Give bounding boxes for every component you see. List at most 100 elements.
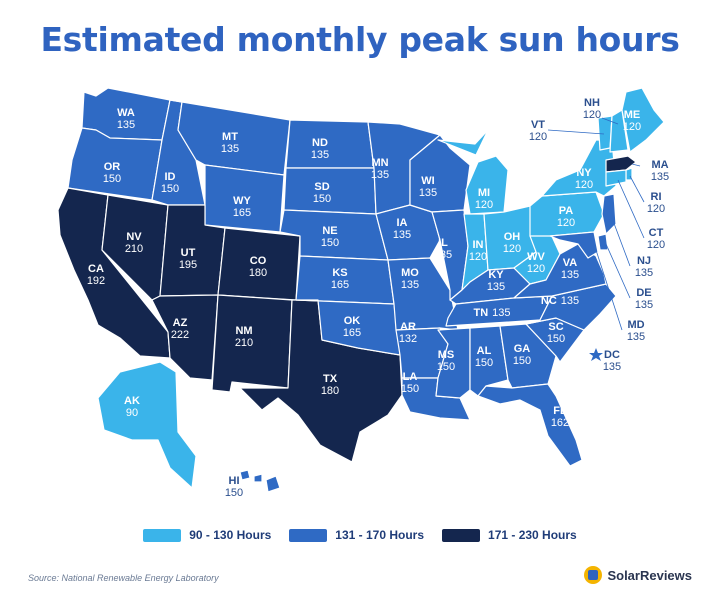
label-DC-value: 135	[603, 361, 621, 373]
sun-logo-icon	[584, 566, 603, 584]
label-HI-value: 150	[225, 487, 243, 499]
brand-name: SolarReviews	[607, 567, 692, 583]
legend-label-mid: 131 - 170 Hours	[335, 528, 425, 542]
label-SD-value: 150	[313, 193, 331, 205]
label-DE-abbr: DE	[636, 287, 651, 299]
label-CA-value: 192	[87, 275, 105, 287]
label-VT-value: 120	[529, 131, 547, 143]
state-HI	[239, 469, 281, 493]
label-WI-abbr: WI	[421, 175, 434, 187]
label-FL-abbr: FL	[553, 405, 567, 417]
legend-swatch-mid	[289, 528, 328, 542]
legend-swatch-low	[143, 528, 182, 542]
label-NM-value: 210	[235, 337, 253, 349]
state-VA	[513, 243, 607, 299]
legend-swatch-high	[442, 528, 481, 542]
label-OK-value: 165	[343, 327, 361, 339]
label-MS-value: 150	[437, 361, 455, 373]
label-ND-value: 135	[311, 149, 329, 161]
state-MA	[605, 155, 637, 173]
label-NE-value: 150	[321, 237, 339, 249]
label-RI-value: 120	[647, 203, 665, 215]
legend-item-low: 90 - 130 Hours	[143, 528, 271, 542]
label-KY-value: 135	[487, 281, 505, 293]
label-NC-abbr: NC	[541, 295, 557, 307]
label-NJ-value: 135	[635, 267, 653, 279]
label-NV-abbr: NV	[126, 231, 142, 243]
label-WV-abbr: WV	[527, 251, 545, 263]
label-MO-abbr: MO	[401, 267, 419, 279]
state-MD	[549, 231, 599, 259]
label-IL-abbr: IL	[438, 237, 448, 249]
label-GA-value: 150	[513, 355, 531, 367]
label-LA-abbr: LA	[403, 371, 418, 383]
label-IA-abbr: IA	[397, 217, 408, 229]
label-TN-abbr: TN	[473, 307, 488, 319]
label-OR-value: 150	[103, 173, 121, 185]
label-OH-value: 120	[503, 243, 521, 255]
state-AZ	[151, 294, 219, 381]
dc-star-icon	[589, 348, 603, 361]
label-MS-abbr: MS	[438, 349, 455, 361]
state-AK	[97, 361, 197, 489]
label-PA-value: 120	[557, 217, 575, 229]
label-OK-abbr: OK	[344, 315, 361, 327]
state-NJ	[601, 193, 617, 235]
label-ME-value: 120	[623, 121, 641, 133]
label-RI-abbr: RI	[651, 191, 662, 203]
label-AZ-abbr: AZ	[173, 317, 188, 329]
label-NC-value: 135	[561, 295, 579, 307]
state-ND	[285, 119, 375, 169]
state-DE	[597, 233, 609, 251]
legend-label-high: 171 - 230 Hours	[488, 528, 577, 542]
label-NH-value: 120	[583, 109, 601, 121]
label-MD-abbr: MD	[627, 319, 644, 331]
label-CO-value: 180	[249, 267, 267, 279]
state-ME	[621, 87, 665, 153]
label-WY-value: 165	[233, 207, 251, 219]
label-WA-value: 135	[117, 119, 135, 131]
label-TN-value: 135	[492, 307, 510, 319]
label-WV-value: 120	[527, 263, 545, 275]
label-MT-abbr: MT	[222, 131, 238, 143]
label-NE-abbr: NE	[322, 225, 337, 237]
label-NV-value: 210	[125, 243, 143, 255]
label-KS-value: 165	[331, 279, 349, 291]
label-MN-abbr: MN	[371, 157, 388, 169]
label-MD-value: 135	[627, 331, 645, 343]
legend: 90 - 130 Hours 131 - 170 Hours 171 - 230…	[0, 528, 720, 542]
label-UT-abbr: UT	[181, 247, 196, 259]
label-WY-abbr: WY	[233, 195, 251, 207]
label-KY-abbr: KY	[488, 269, 504, 281]
label-MI-value: 120	[475, 199, 493, 211]
